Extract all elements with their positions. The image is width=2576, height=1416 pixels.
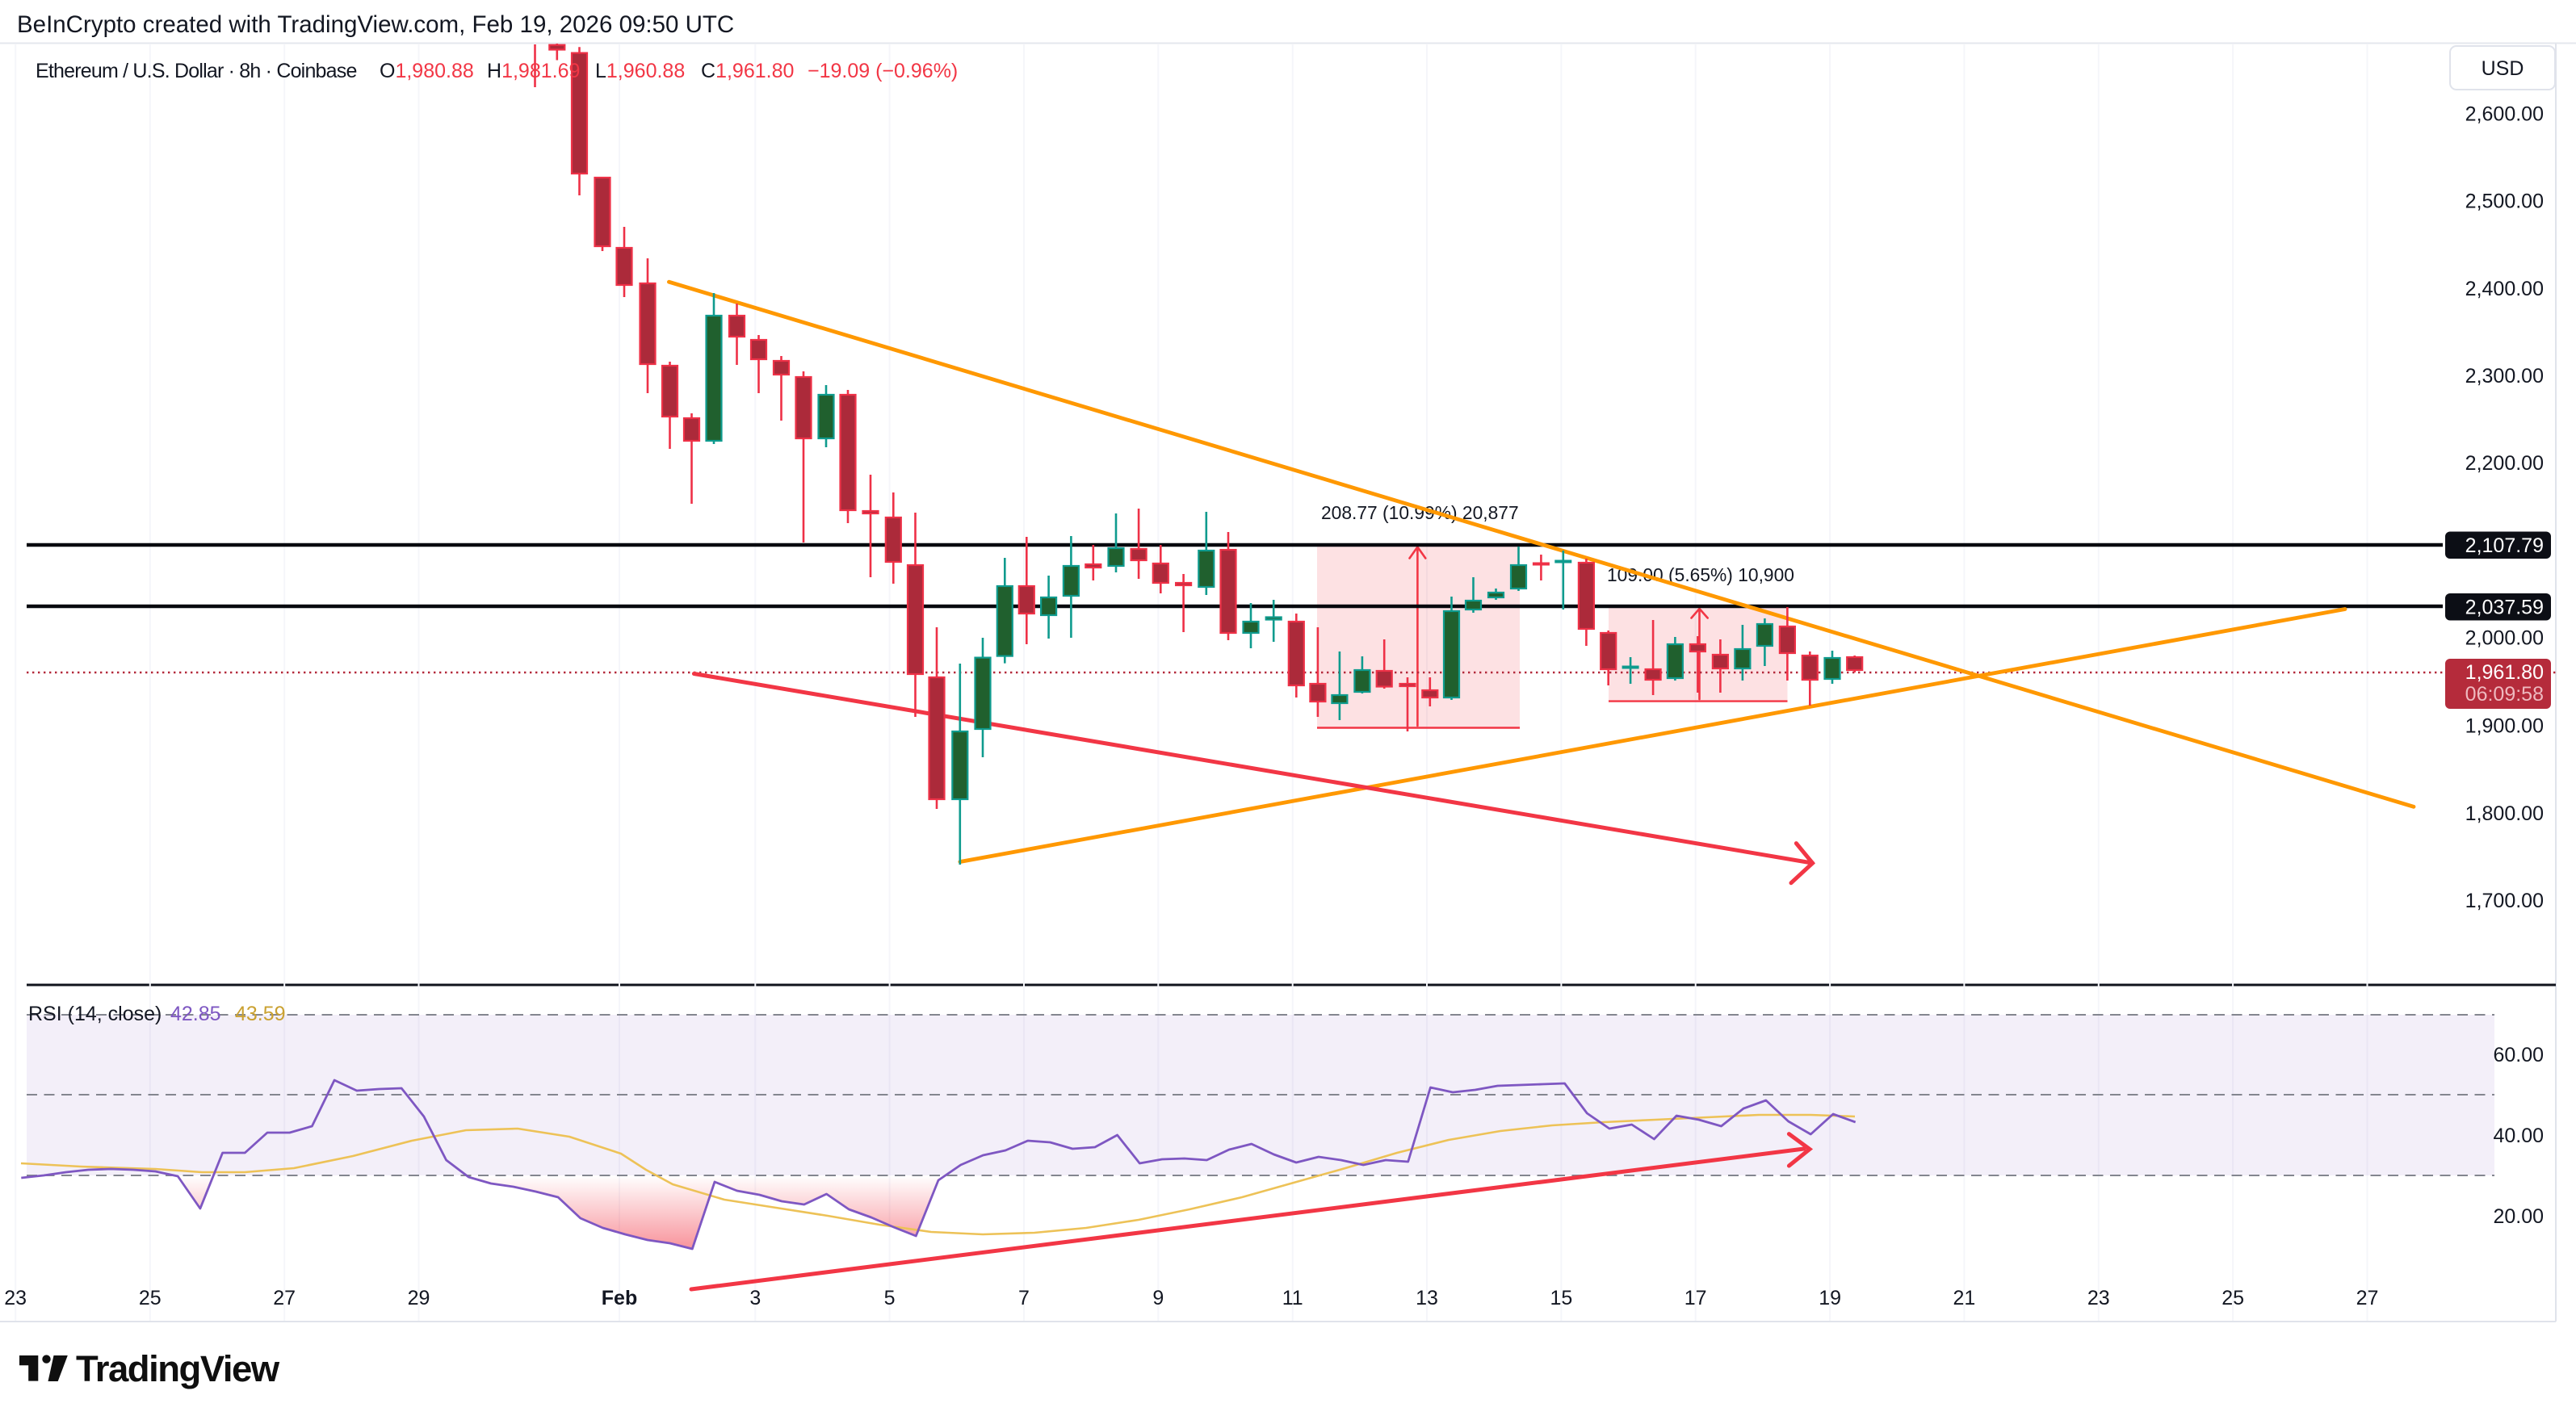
- svg-text:27: 27: [2356, 1287, 2379, 1309]
- svg-text:1,900.00: 1,900.00: [2465, 714, 2544, 737]
- svg-text:25: 25: [2221, 1287, 2244, 1309]
- svg-text:USD: USD: [2482, 57, 2524, 80]
- svg-text:3: 3: [749, 1287, 761, 1309]
- svg-text:1,961.80: 1,961.80: [2465, 661, 2544, 684]
- svg-text:2,037.59: 2,037.59: [2465, 597, 2544, 619]
- svg-text:109.00 (5.65%) 10,900: 109.00 (5.65%) 10,900: [1607, 564, 1794, 585]
- svg-text:7: 7: [1018, 1287, 1030, 1309]
- svg-text:25: 25: [139, 1287, 162, 1309]
- svg-text:1,700.00: 1,700.00: [2465, 890, 2544, 912]
- svg-text:2,500.00: 2,500.00: [2465, 191, 2544, 213]
- svg-text:15: 15: [1550, 1287, 1572, 1309]
- svg-text:208.77 (10.99%) 20,877: 208.77 (10.99%) 20,877: [1321, 502, 1519, 523]
- svg-text:2,600.00: 2,600.00: [2465, 103, 2544, 125]
- svg-text:Feb: Feb: [602, 1287, 637, 1309]
- svg-text:27: 27: [273, 1287, 296, 1309]
- svg-text:TradingView: TradingView: [76, 1348, 280, 1389]
- svg-text:40.00: 40.00: [2493, 1125, 2544, 1147]
- svg-text:17: 17: [1684, 1287, 1707, 1309]
- svg-text:1,800.00: 1,800.00: [2465, 802, 2544, 825]
- svg-text:Ethereum / U.S. Dollar · 8h ·: Ethereum / U.S. Dollar · 8h · Coinbase O1…: [36, 60, 958, 82]
- svg-text:9: 9: [1152, 1287, 1164, 1309]
- svg-text:29: 29: [408, 1287, 430, 1309]
- svg-text:23: 23: [2087, 1287, 2110, 1309]
- svg-text:2,000.00: 2,000.00: [2465, 627, 2544, 650]
- svg-text:42.85: 42.85: [170, 1003, 221, 1025]
- svg-text:11: 11: [1282, 1287, 1303, 1309]
- svg-text:2,200.00: 2,200.00: [2465, 452, 2544, 475]
- svg-text:2,300.00: 2,300.00: [2465, 365, 2544, 388]
- svg-text:BeInCrypto created with Tradin: BeInCrypto created with TradingView.com,…: [17, 11, 734, 38]
- svg-text:43.59: 43.59: [235, 1003, 286, 1025]
- svg-text:60.00: 60.00: [2493, 1044, 2544, 1066]
- svg-text:19: 19: [1819, 1287, 1841, 1309]
- svg-text:13: 13: [1416, 1287, 1438, 1309]
- svg-text:RSI (14, close): RSI (14, close): [28, 1003, 162, 1025]
- svg-text:2,400.00: 2,400.00: [2465, 278, 2544, 300]
- svg-text:06:09:58: 06:09:58: [2465, 683, 2544, 706]
- svg-text:5: 5: [884, 1287, 896, 1309]
- svg-text:21: 21: [1953, 1287, 1975, 1309]
- svg-text:2,107.79: 2,107.79: [2465, 534, 2544, 557]
- svg-text:20.00: 20.00: [2493, 1205, 2544, 1228]
- svg-text:23: 23: [4, 1287, 27, 1309]
